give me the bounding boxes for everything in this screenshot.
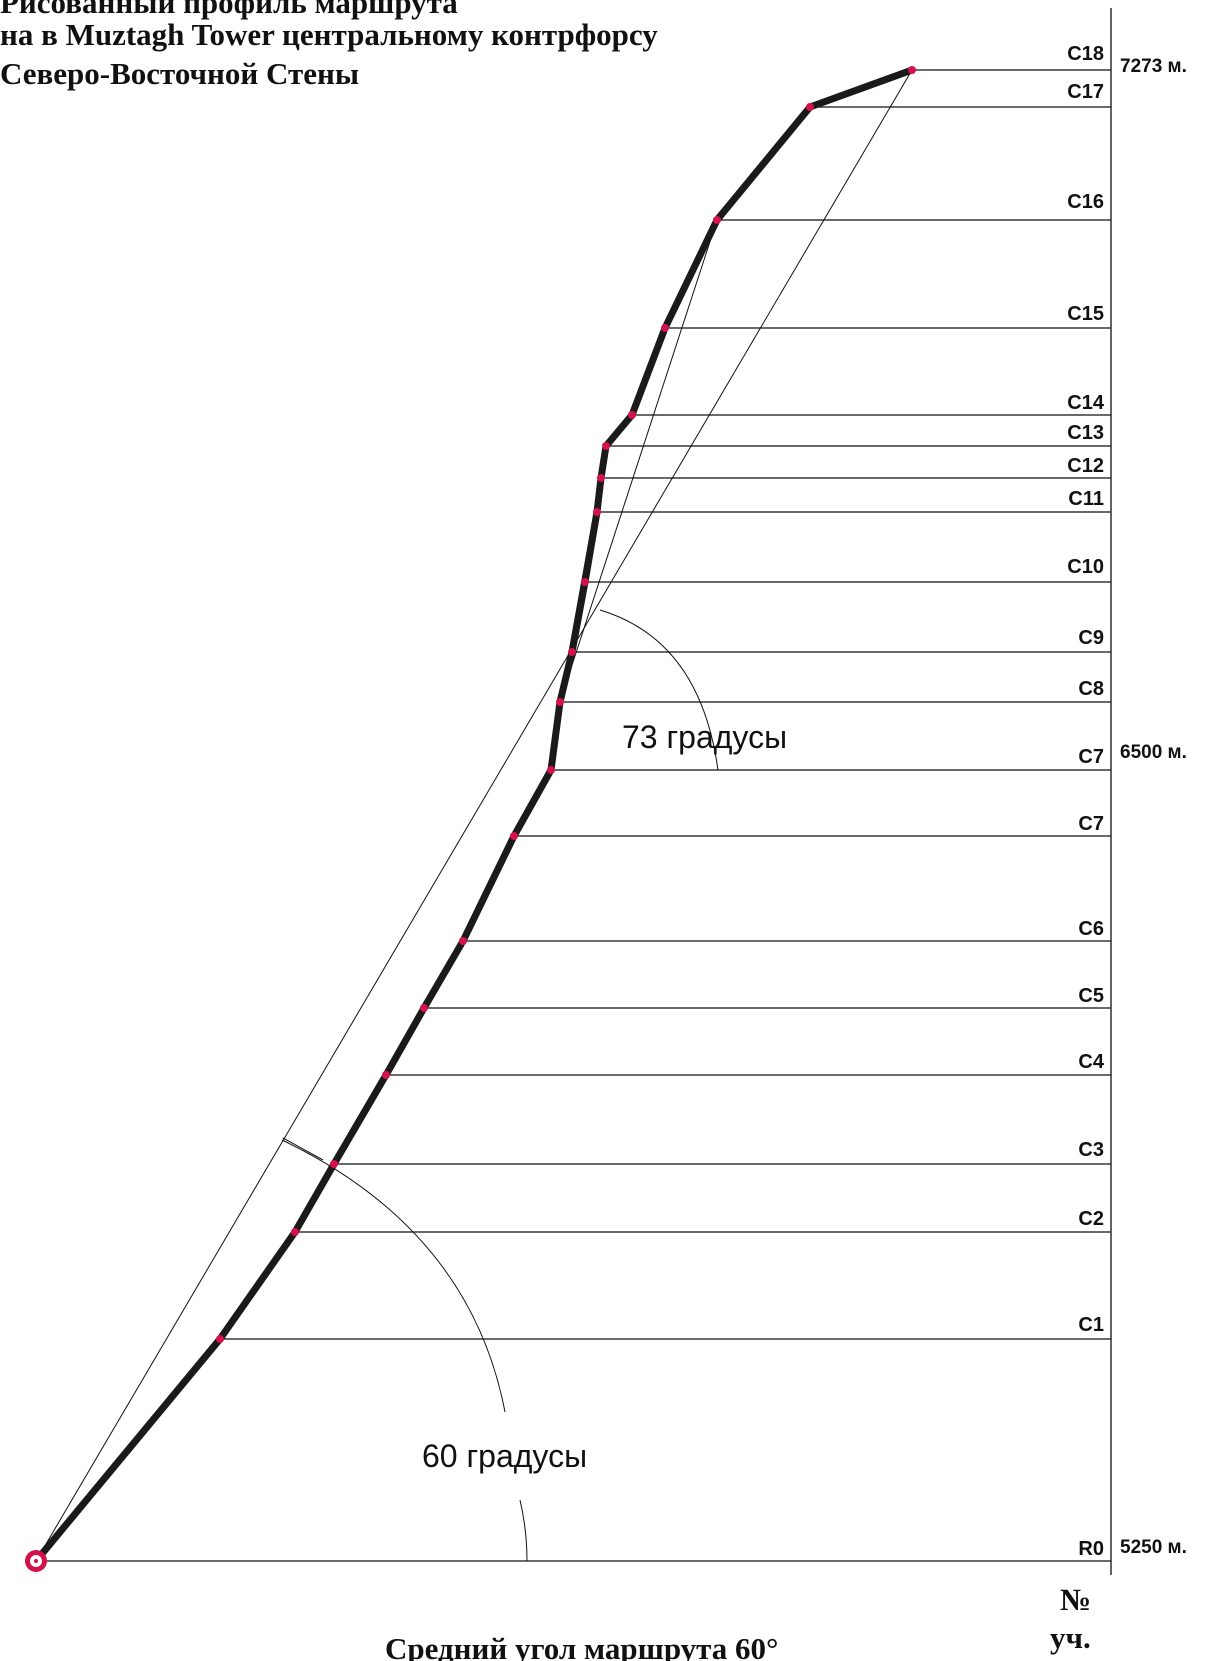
segment-label-c15: C15 [1067,303,1104,325]
segment-label-c13: C13 [1067,422,1104,444]
segment-label-c11: C11 [1068,488,1104,510]
upper-slope-line [559,219,718,703]
segment-number-label-abbr: уч. [1050,1620,1091,1655]
waypoint-c15 [661,324,669,332]
route-profile-line [32,66,916,1565]
altitude-label-top: 7273 м. [1120,56,1187,77]
segment-labels: C18 C17 C16 C15 C14 C13 C12 C11 C10 C9 C… [1067,43,1105,1560]
segment-label-c16: C16 [1067,191,1104,213]
waypoint-c8 [556,698,564,706]
waypoint-c11 [593,508,601,516]
segment-label-c9: C9 [1078,627,1104,649]
waypoint-c2 [291,1228,299,1236]
segment-label-c7a: C7 [1078,813,1104,835]
waypoint-c9 [568,648,576,656]
waypoint-c13 [602,442,610,450]
altitude-label-middle: 6500 м. [1120,742,1187,763]
upper-angle-label: 73 градусы [622,719,787,755]
segment-label-c12: C12 [1067,455,1104,477]
level-lines [36,69,1111,1562]
segment-label-c1: C1 [1078,1314,1104,1336]
segment-number-label: № [1060,1582,1091,1617]
lower-angle-arc-bottom [519,1499,528,1562]
waypoint-c7b [547,766,555,774]
waypoint-c5 [420,1004,428,1012]
waypoint-c6 [459,937,467,945]
title-line-2: на в Muztagh Tower центральному контрфор… [0,17,658,52]
segment-label-c2: C2 [1078,1208,1104,1230]
waypoint-c12 [597,474,605,482]
lower-angle-label: 60 градусы [422,1438,587,1474]
slope-construction-lines [35,69,913,1562]
segment-label-r0: R0 [1078,1538,1104,1560]
title-line-3: Северо-Восточной Стены [0,56,359,91]
segment-label-c5: C5 [1078,985,1104,1007]
title-line-1: Рисованный профиль маршрута [0,0,458,20]
waypoint-c7a [510,832,518,840]
waypoint-c1 [216,1335,224,1343]
start-point-marker [25,1550,47,1572]
segment-label-c7b: C7 [1078,746,1104,768]
segment-label-c14: C14 [1067,392,1105,414]
segment-label-c8: C8 [1078,678,1104,700]
segment-label-c18: C18 [1067,43,1104,65]
segment-label-c3: C3 [1078,1139,1104,1161]
waypoint-c16 [713,216,721,224]
waypoints [216,66,916,1343]
average-slope-line [35,69,913,1562]
lower-angle-arc-top [281,1139,506,1413]
lower-angle-tick [282,1137,324,1161]
waypoint-c18 [908,66,916,74]
waypoint-c14 [628,411,636,419]
segment-label-c4: C4 [1078,1051,1104,1073]
waypoint-c17 [806,103,814,111]
altitude-label-base: 5250 м. [1120,1537,1187,1558]
upper-angle-arc [599,609,719,771]
waypoint-c3 [330,1160,338,1168]
waypoint-c4 [382,1071,390,1079]
waypoint-c10 [581,578,589,586]
segment-label-c17: C17 [1067,81,1104,103]
segment-label-c10: C10 [1067,556,1104,578]
segment-label-c6: C6 [1078,918,1104,940]
average-angle-caption: Средний угол маршрута 60° [385,1631,778,1661]
